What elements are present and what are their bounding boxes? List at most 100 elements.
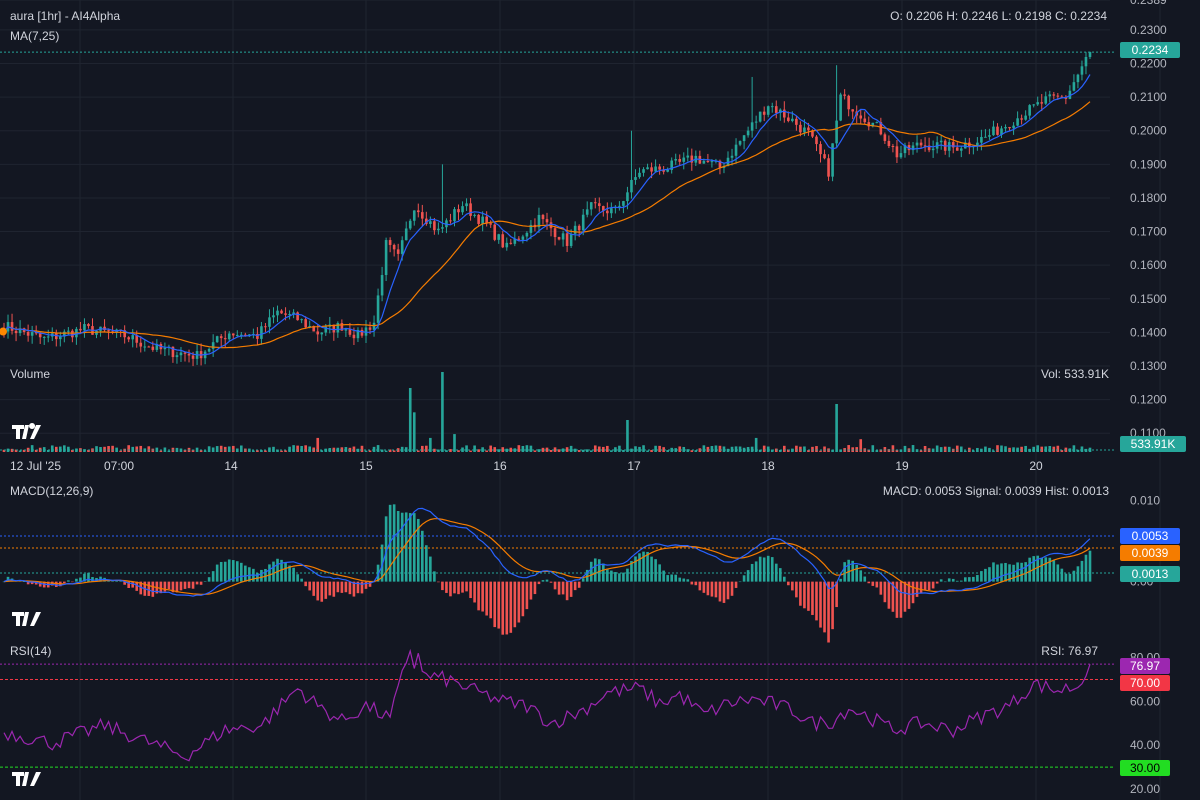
candle-body: [437, 228, 440, 231]
macd-histogram-bar: [972, 576, 975, 582]
volume-bar: [256, 450, 259, 452]
volume-bar: [272, 446, 275, 452]
candle-body: [678, 159, 682, 162]
macd-histogram-bar: [264, 568, 267, 582]
volume-bar: [280, 450, 283, 452]
macd-histogram-bar: [903, 581, 907, 612]
volume-bar: [529, 445, 533, 452]
volume-bar: [674, 448, 678, 452]
volume-bar: [191, 449, 195, 452]
macd-histogram-bar: [517, 581, 521, 623]
volume-bar: [304, 445, 307, 452]
candle-body: [803, 127, 806, 133]
volume-bar: [754, 437, 758, 452]
candle-body: [927, 145, 931, 151]
volume-bar: [597, 446, 601, 452]
volume-bar: [71, 449, 74, 452]
volume-bar: [223, 446, 227, 452]
candle-body: [742, 135, 746, 142]
volume-bar: [288, 446, 291, 452]
macd-histogram-bar: [30, 581, 34, 585]
volume-bar: [1060, 450, 1064, 452]
macd-histogram-bar: [919, 581, 923, 594]
volume-bar: [473, 445, 476, 452]
volume-bar: [867, 449, 871, 452]
price-tick-label: 0.2200: [1130, 57, 1167, 71]
volume-bar: [63, 445, 66, 452]
candle-body: [155, 344, 159, 350]
volume-bar: [875, 450, 879, 452]
candle-body: [465, 203, 468, 207]
candle-body: [903, 145, 907, 154]
volume-bar: [127, 445, 130, 452]
volume-bar: [461, 447, 464, 452]
macd-histogram-bar: [734, 581, 738, 588]
macd-histogram-bar: [288, 565, 291, 582]
volume-bar: [549, 449, 553, 452]
volume-bar: [662, 447, 665, 452]
candle-body: [638, 172, 641, 178]
macd-histogram-bar: [159, 581, 163, 594]
candle-body: [63, 331, 66, 337]
candle-body: [356, 329, 360, 339]
volume-bar: [630, 448, 633, 452]
volume-bar: [513, 448, 517, 452]
macd-histogram-bar: [493, 581, 497, 628]
candle-body: [718, 160, 722, 168]
volume-bar: [706, 446, 710, 452]
volume-bar: [964, 450, 967, 452]
candle-body: [754, 121, 758, 123]
candle-body: [485, 216, 488, 224]
volume-bar: [1004, 446, 1007, 452]
candle-body: [847, 95, 850, 110]
volume-bar: [895, 449, 899, 452]
macd-histogram-bar: [947, 578, 951, 582]
macd-histogram-bar: [895, 581, 899, 618]
volume-bar: [207, 446, 211, 452]
candle-body: [473, 214, 476, 216]
macd-histogram-bar: [754, 561, 758, 582]
macd-histogram-bar: [127, 581, 130, 588]
time-axis-label: 12 Jul '25: [10, 459, 61, 473]
candle-body: [260, 326, 263, 339]
candle-body: [227, 333, 231, 340]
volume-bar: [352, 446, 356, 452]
volume-bar: [831, 449, 834, 452]
volume-bar: [481, 447, 484, 452]
macd-histogram-bar: [807, 581, 810, 611]
volume-bar: [847, 445, 850, 452]
volume-bar: [666, 450, 669, 452]
volume-bar: [525, 445, 529, 452]
candle-body: [762, 111, 766, 115]
macd-histogram-bar: [847, 559, 850, 582]
volume-bar: [425, 445, 428, 452]
candle-body: [453, 209, 456, 222]
svg-text:0.0039: 0.0039: [1132, 546, 1169, 560]
candle-body: [1080, 66, 1084, 75]
macd-histogram-bar: [473, 581, 476, 603]
volume-bar: [589, 450, 593, 452]
volume-bar: [581, 449, 585, 452]
candle-body: [272, 315, 275, 318]
candle-body: [497, 234, 501, 240]
macd-histogram-bar: [1088, 550, 1092, 582]
macd-histogram-bar: [706, 581, 710, 596]
volume-bar: [903, 445, 907, 452]
volume-bar: [642, 445, 645, 452]
volume-bar: [87, 449, 90, 452]
candle-body: [163, 347, 167, 350]
price-tick-label: 0.2000: [1130, 124, 1167, 138]
candle-body: [650, 167, 653, 172]
volume-bar: [871, 445, 875, 452]
candle-body: [839, 94, 842, 121]
volume-bar: [606, 445, 609, 452]
macd-histogram-bar: [1068, 573, 1072, 582]
volume-bar: [738, 446, 742, 452]
macd-histogram-bar: [525, 581, 529, 610]
volume-bar: [183, 449, 187, 452]
macd-histogram-bar: [618, 573, 621, 582]
macd-histogram-bar: [340, 581, 344, 593]
volume-bar: [107, 446, 110, 452]
volume-bar: [915, 449, 919, 452]
macd-histogram-bar: [610, 570, 613, 582]
